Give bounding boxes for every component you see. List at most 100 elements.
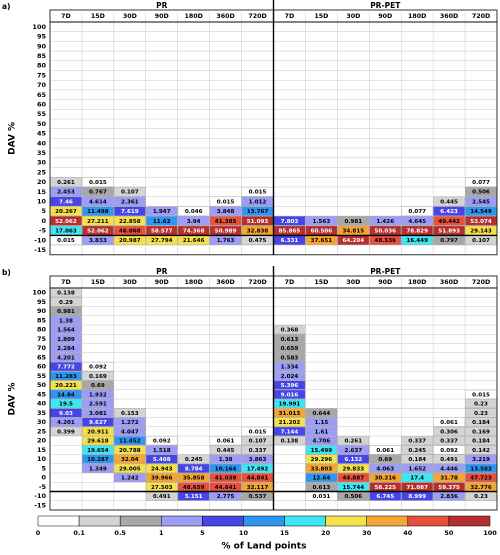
cell-value: 29.005 [119, 466, 141, 472]
column-header: 7D [285, 13, 295, 20]
colorbar-swatch [448, 515, 491, 527]
cell-value: 1.809 [57, 337, 75, 343]
colorbar-tick-label: 100 [483, 529, 497, 537]
heat-cell [82, 371, 114, 381]
y-tick-label: 90 [37, 307, 47, 315]
heat-cell [433, 216, 465, 226]
heat-cell [209, 196, 242, 207]
cell-value: 0.491 [440, 457, 458, 463]
cell-value: 6.423 [440, 209, 458, 215]
heat-cell [145, 463, 178, 473]
heat-cell [82, 436, 114, 446]
cell-value: 30.216 [374, 476, 396, 482]
colorbar-swatch [37, 515, 80, 527]
colorbar-swatch [243, 515, 285, 527]
y-tick-label: 60 [37, 100, 47, 108]
cell-value: 48.659 [183, 485, 205, 491]
cell-value: 3.94 [187, 219, 201, 225]
cell-value: 4.446 [440, 466, 458, 472]
cell-value: 1.763 [217, 238, 235, 244]
cell-value: 0.583 [281, 355, 299, 361]
cell-value: 8.999 [408, 494, 426, 500]
heat-cell [82, 206, 114, 216]
heat-cell [114, 436, 146, 446]
heat-cell [401, 436, 433, 446]
y-tick-label: 85 [37, 52, 47, 60]
heat-cell [177, 206, 210, 216]
panel-label: a) [2, 2, 11, 11]
group-title: PR-PET [370, 1, 401, 10]
heat-cell [114, 196, 146, 207]
colorbar-swatch [407, 515, 450, 527]
y-tick-label: 15 [37, 188, 47, 196]
cell-value: 27.211 [87, 219, 109, 225]
heat-cell [433, 473, 465, 483]
colorbar-tick-label: 0 [36, 529, 41, 537]
cell-value: 29.833 [343, 466, 365, 472]
column-header: 30D [346, 279, 360, 286]
cell-value: 40.442 [438, 219, 460, 225]
column-header: 15D [91, 13, 105, 20]
cell-value: 0.107 [249, 439, 267, 445]
cell-value: 0.613 [313, 485, 331, 491]
heat-cell [401, 454, 433, 464]
y-tick-label: 75 [37, 71, 47, 79]
heat-cell [114, 417, 146, 427]
cell-value: 1.563 [313, 219, 331, 225]
y-tick-label: 70 [37, 344, 47, 352]
cell-value: 27.794 [151, 238, 173, 244]
cell-value: 21.646 [183, 238, 205, 244]
cell-value: 1.518 [153, 448, 171, 454]
colorbar-tick-label: 40 [403, 529, 413, 537]
cell-value: 8.784 [185, 466, 203, 472]
heat-cell [177, 473, 210, 483]
cell-value: 0.107 [121, 190, 139, 196]
y-tick-label: -15 [34, 246, 46, 254]
cell-value: 2.775 [217, 494, 235, 500]
heat-cell [114, 463, 146, 473]
cell-value: 7.46 [59, 199, 73, 205]
cell-value: 19.991 [279, 402, 301, 408]
cell-value: 2.024 [281, 374, 299, 380]
heat-cell [114, 445, 146, 455]
column-header: 180D [184, 279, 202, 286]
column-header: 30D [346, 13, 360, 20]
heat-cell [401, 463, 433, 473]
y-tick-label: 15 [37, 446, 47, 454]
cell-value: 0.061 [217, 439, 235, 445]
cell-value: 1.242 [121, 476, 139, 482]
heat-cell [401, 216, 433, 226]
heat-cell [433, 426, 465, 436]
heat-cell [145, 454, 178, 464]
cell-value: 20.788 [119, 448, 141, 454]
cell-value: 20.911 [87, 429, 109, 435]
heat-cell [433, 206, 465, 216]
group-title: PR [156, 1, 167, 10]
cell-value: 17.063 [55, 229, 77, 235]
heat-cell [305, 216, 338, 226]
column-header: 7D [61, 279, 71, 286]
cell-value: 58.577 [151, 229, 173, 235]
cell-value: 11.498 [87, 209, 109, 215]
y-tick-label: -5 [39, 227, 47, 235]
y-tick-label: 25 [37, 168, 47, 176]
cell-value: 20.221 [55, 383, 77, 389]
cell-value: 0.015 [249, 429, 267, 435]
cell-value: 4.047 [121, 429, 139, 435]
cell-value: 0.981 [344, 219, 362, 225]
column-header: 15D [314, 279, 328, 286]
y-tick-label: 5 [41, 464, 46, 472]
y-tick-label: 35 [37, 409, 47, 417]
y-tick-label: 10 [37, 455, 47, 463]
cell-value: 0.506 [344, 494, 362, 500]
colorbar-label: % of Land points [222, 542, 307, 552]
heat-cell [209, 436, 242, 446]
y-tick-label: 85 [37, 316, 47, 324]
cell-value: 7.619 [121, 209, 139, 215]
cell-value: 35.858 [183, 476, 205, 482]
cell-value: 32.04 [121, 457, 139, 463]
cell-value: 0.767 [89, 190, 107, 196]
heat-cell [82, 177, 114, 187]
cell-value: 0.506 [472, 190, 490, 196]
y-tick-label: 100 [32, 289, 46, 297]
